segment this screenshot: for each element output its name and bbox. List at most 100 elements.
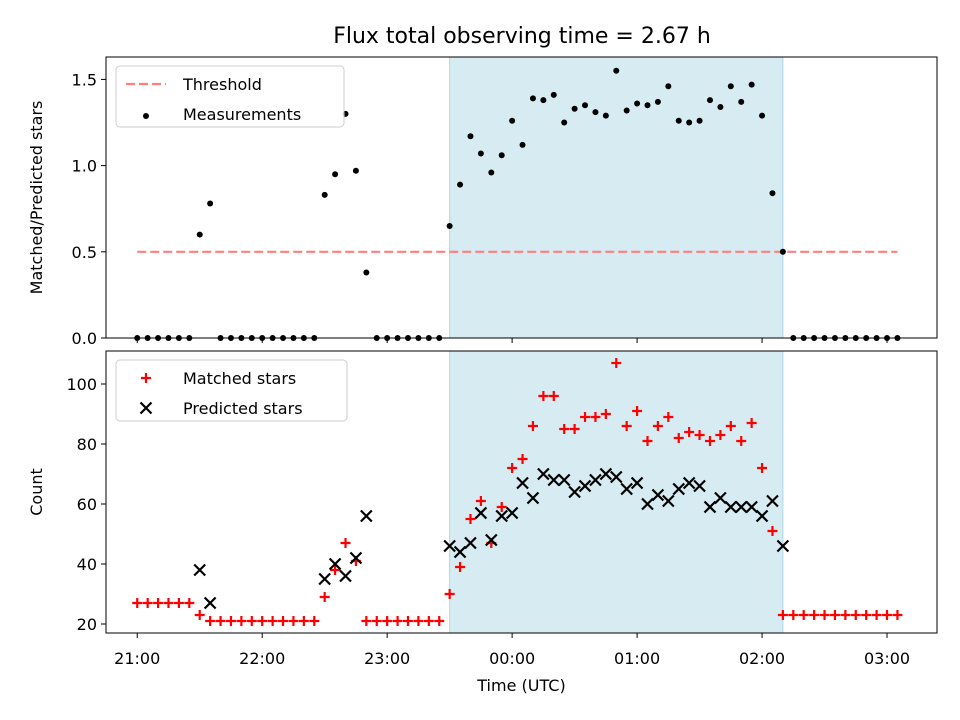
measurement-point: [717, 103, 724, 110]
x-tick-label: 21:00: [114, 649, 160, 668]
predicted-star-point: [495, 509, 508, 523]
measurement-point: [686, 119, 693, 126]
matched-star-point: [621, 421, 632, 431]
predicted-star-point: [453, 545, 467, 559]
predicted-star-point: [589, 473, 602, 487]
matched-star-point: [423, 616, 434, 626]
matched-star-point: [132, 598, 143, 608]
matched-star-point: [434, 616, 445, 626]
y-tick-label: 0.0: [72, 329, 97, 348]
predicted-star-point: [360, 509, 373, 523]
measurement-point: [779, 248, 786, 255]
matched-star-point: [382, 616, 393, 626]
matched-star-point: [527, 421, 538, 431]
measurement-point: [623, 107, 630, 114]
highlight-span: [449, 350, 784, 634]
predicted-star-point: [193, 563, 206, 577]
matched-star-point: [298, 616, 309, 626]
matched-star-point: [736, 436, 747, 446]
matched-star-point: [507, 463, 518, 473]
legend-predicted-swatch: [139, 401, 153, 415]
ratio-panel: 0.0 0.5 1.0 1.5 Matched/Predicted stars Thres…: [27, 56, 938, 348]
predicted-star-point: [714, 491, 727, 505]
matched-star-point: [205, 616, 216, 626]
measurement-point: [675, 117, 682, 124]
predicted-star-point: [651, 488, 665, 502]
measurement-point: [561, 119, 568, 126]
predicted-star-point: [537, 467, 550, 481]
matched-star-point: [850, 610, 861, 620]
legend: Threshold Measurements: [115, 65, 345, 128]
series-predicted-stars: [193, 467, 790, 610]
matched-star-point: [788, 610, 799, 620]
matched-star-point: [413, 616, 424, 626]
matched-star-point: [455, 562, 466, 572]
measurement-point: [644, 102, 651, 109]
matched-star-point: [746, 418, 757, 428]
matched-star-point: [194, 610, 205, 620]
matched-star-point: [538, 391, 549, 401]
measurement-point: [477, 150, 484, 157]
matched-star-point: [559, 424, 570, 434]
matched-star-point: [361, 616, 372, 626]
predicted-star-point: [203, 596, 217, 610]
predicted-star-point: [630, 476, 644, 490]
legend-box: [115, 65, 345, 128]
matched-star-point: [496, 502, 507, 512]
matched-star-point: [704, 436, 715, 446]
matched-star-point: [330, 565, 341, 575]
matched-star-point: [840, 610, 851, 620]
measurement-point: [665, 83, 672, 90]
measurement-point: [634, 100, 641, 107]
matched-star-point: [757, 463, 768, 473]
y-tick-label: 20: [77, 615, 97, 634]
matched-star-point: [569, 424, 580, 434]
y-tick-label: 40: [77, 555, 97, 574]
measurement-point: [540, 97, 547, 104]
predicted-star-point: [505, 506, 519, 520]
measurement-point: [592, 109, 599, 116]
predicted-star-point: [755, 509, 769, 523]
matched-star-point: [600, 409, 611, 419]
matched-star-point: [475, 496, 486, 506]
measurement-point: [550, 91, 557, 98]
matched-star-point: [632, 406, 643, 416]
predicted-star-point: [766, 494, 779, 508]
matched-star-point: [173, 598, 184, 608]
predicted-star-point: [349, 551, 363, 565]
measurement-point: [748, 81, 755, 88]
measurement-point: [696, 117, 703, 124]
matched-star-point: [246, 616, 257, 626]
measurement-point: [769, 190, 776, 197]
matched-star-point: [882, 610, 893, 620]
y-tick-label: 80: [77, 435, 97, 454]
predicted-star-point: [682, 476, 696, 490]
predicted-star-point: [734, 500, 748, 514]
matched-star-point: [288, 616, 299, 626]
legend-box: [115, 359, 348, 422]
measurement-point: [457, 181, 464, 188]
matched-star-point: [777, 610, 788, 620]
y-tick-label: 1.0: [72, 157, 97, 176]
matched-star-point: [829, 610, 840, 620]
predicted-star-point: [547, 473, 561, 487]
matched-star-point: [402, 616, 413, 626]
measurement-point: [613, 67, 620, 74]
matched-star-point: [236, 616, 247, 626]
matched-star-point: [278, 616, 289, 626]
legend-matched-swatch: [141, 373, 151, 383]
measurement-point: [498, 152, 505, 159]
measurement-point: [706, 97, 713, 104]
predicted-star-point: [620, 482, 633, 496]
x-axis-label: Time (UTC): [476, 676, 565, 695]
x-tick-label: 23:00: [364, 649, 410, 668]
measurement-point: [196, 231, 203, 238]
measurement-point: [488, 169, 495, 176]
measurement-point: [602, 112, 609, 119]
matched-star-point: [861, 610, 872, 620]
matched-star-point: [153, 598, 164, 608]
predicted-star-point: [557, 473, 571, 487]
measurement-point: [467, 133, 474, 140]
matched-star-point: [684, 427, 695, 437]
